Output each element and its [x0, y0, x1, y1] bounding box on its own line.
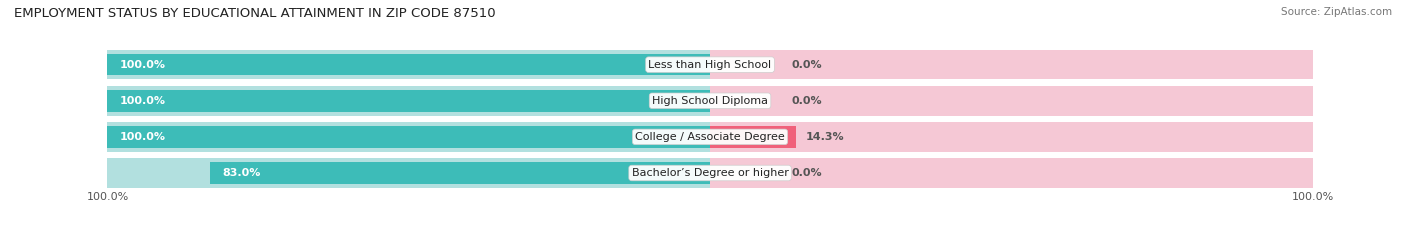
- Text: 0.0%: 0.0%: [792, 96, 823, 106]
- Bar: [710, 126, 796, 148]
- Text: 100.0%: 100.0%: [120, 132, 166, 142]
- Bar: [710, 158, 1313, 188]
- Text: 14.3%: 14.3%: [806, 132, 844, 142]
- Bar: [710, 54, 782, 75]
- Bar: [107, 126, 710, 148]
- Bar: [107, 90, 710, 112]
- Bar: [107, 122, 710, 152]
- Text: 100.0%: 100.0%: [120, 96, 166, 106]
- Bar: [107, 54, 710, 75]
- Text: EMPLOYMENT STATUS BY EDUCATIONAL ATTAINMENT IN ZIP CODE 87510: EMPLOYMENT STATUS BY EDUCATIONAL ATTAINM…: [14, 7, 496, 20]
- Bar: [710, 162, 782, 184]
- Text: Less than High School: Less than High School: [648, 60, 772, 70]
- Bar: [710, 86, 1313, 116]
- Bar: [710, 122, 1313, 152]
- Bar: [209, 162, 710, 184]
- Text: 100.0%: 100.0%: [1292, 192, 1334, 202]
- Bar: [107, 50, 710, 79]
- Bar: [107, 86, 710, 116]
- Text: 100.0%: 100.0%: [86, 192, 128, 202]
- Text: 100.0%: 100.0%: [120, 60, 166, 70]
- Text: College / Associate Degree: College / Associate Degree: [636, 132, 785, 142]
- Text: Bachelor’s Degree or higher: Bachelor’s Degree or higher: [631, 168, 789, 178]
- Bar: [710, 90, 782, 112]
- Text: Source: ZipAtlas.com: Source: ZipAtlas.com: [1281, 7, 1392, 17]
- Text: 83.0%: 83.0%: [222, 168, 260, 178]
- Text: 0.0%: 0.0%: [792, 60, 823, 70]
- Bar: [107, 158, 710, 188]
- Text: High School Diploma: High School Diploma: [652, 96, 768, 106]
- Text: 0.0%: 0.0%: [792, 168, 823, 178]
- Bar: [710, 50, 1313, 79]
